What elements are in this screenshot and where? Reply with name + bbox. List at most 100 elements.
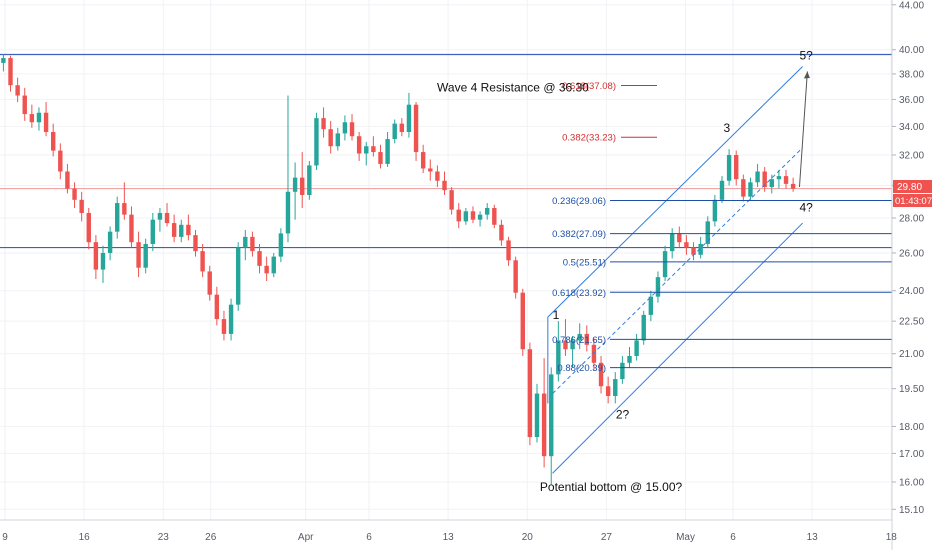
fib-level-label: 0.382(33.23) (562, 133, 616, 144)
drawings (547, 66, 810, 474)
x-tick-label: 20 (522, 532, 534, 543)
wave-annotation: 2? (616, 408, 630, 422)
y-tick-label: 22.50 (899, 317, 924, 328)
fib-levels: 0.618(37.08) 0.382(33.23) 0.236(29.06) 0.38… (552, 81, 892, 374)
candle-body (243, 236, 248, 248)
candle-body (65, 171, 70, 189)
y-tick-label: 19.50 (899, 384, 924, 395)
candle-body (570, 340, 575, 350)
candle-body (207, 271, 212, 295)
x-tick-label: 6 (730, 532, 736, 543)
candle-body (399, 123, 405, 132)
candle-body (634, 340, 639, 356)
wave-annotation: Wave 4 Resistance @ 36.30 (437, 81, 589, 95)
wave-annotation: 1 (553, 308, 560, 322)
candle-body (428, 168, 433, 172)
candle-body (684, 242, 689, 248)
candle-body (271, 256, 276, 274)
candle-body (477, 214, 483, 220)
candle-body (549, 374, 554, 457)
candle-body (392, 123, 397, 140)
candle-body (8, 58, 13, 86)
candle-body (43, 112, 49, 132)
candle-body (300, 177, 305, 195)
candle-body (705, 221, 710, 244)
candle-body (36, 112, 42, 123)
candle-body (86, 212, 91, 243)
channel-line[interactable] (547, 66, 803, 318)
time-axis[interactable]: 9 16 23 26 Apr 6 13 20 27 May 6 13 18 (2, 532, 897, 543)
wave-annotation: Potential bottom @ 15.00? (540, 480, 683, 494)
candle-body (15, 85, 20, 96)
x-tick-label: 16 (79, 532, 91, 543)
y-tick-label: 32.00 (899, 151, 924, 162)
candle-body (129, 214, 134, 243)
candle-body (598, 362, 604, 387)
candle-body (228, 304, 234, 334)
candle-body (691, 247, 696, 255)
x-tick-label: 23 (158, 532, 170, 543)
candle-body (492, 207, 497, 225)
candle-body (164, 212, 170, 224)
fib-level-label: 0.618(23.92) (552, 288, 606, 299)
candle-body (783, 176, 789, 184)
y-tick-label: 16.00 (899, 478, 924, 489)
candle-body (179, 224, 184, 237)
candle-body (342, 122, 348, 134)
projection-arrowhead (803, 71, 810, 79)
projection-arrow-line[interactable] (798, 71, 808, 188)
price-tags: 29.80 01:43:07 (893, 180, 932, 207)
y-tick-label: 18.00 (899, 422, 924, 433)
candle-body (264, 265, 269, 274)
annotations: Wave 4 Resistance @ 36.30 Potential botto… (437, 48, 813, 494)
wave-annotation: 4? (799, 200, 813, 214)
candle-body (29, 114, 35, 123)
candle-body (186, 224, 191, 236)
candle-body (712, 199, 718, 222)
candle-body (677, 233, 682, 243)
grid (0, 0, 892, 520)
candle-body (762, 171, 767, 188)
candle-body (314, 118, 319, 166)
channel-line[interactable] (552, 222, 803, 474)
fib-level-label: 0.618(37.08) (562, 81, 616, 92)
candle-body (442, 180, 447, 191)
x-tick-label: 27 (601, 532, 613, 543)
candle-body (107, 231, 113, 253)
x-tick-label: 18 (886, 532, 898, 543)
candle-body (93, 242, 99, 270)
candle-body (292, 177, 298, 192)
candle-body (662, 251, 668, 278)
candle-body (641, 314, 646, 341)
last-price-tag (893, 180, 932, 193)
price-axis[interactable]: 44.0040.0038.0036.0034.0032.0030.0028.00… (892, 0, 924, 516)
x-tick-label: 13 (807, 532, 819, 543)
candle-body (513, 260, 518, 293)
y-tick-label: 40.00 (899, 45, 924, 56)
candle-body (356, 136, 362, 154)
candle-body (456, 209, 461, 222)
candle-body (776, 176, 782, 180)
candle-body (307, 165, 312, 195)
candle-body (385, 139, 390, 164)
candle-body (734, 155, 739, 180)
candle-body (755, 171, 760, 183)
candle-body (171, 223, 177, 237)
y-tick-label: 15.10 (899, 505, 924, 516)
candle-body (520, 292, 525, 350)
candle-body (371, 146, 376, 153)
candle-body (556, 340, 561, 375)
candle-body (136, 242, 141, 268)
wave-annotation: 5? (799, 48, 813, 62)
channel-median-line[interactable] (552, 147, 803, 394)
fib-level-label: 0.236(29.06) (552, 196, 606, 207)
x-tick-label: May (676, 532, 695, 543)
candle-body (200, 251, 205, 272)
candle-body (22, 95, 27, 115)
candle-body (378, 152, 383, 164)
candle-body (698, 243, 703, 255)
candlestick-series (1, 54, 796, 485)
candle-body (221, 319, 227, 334)
candle-body (328, 129, 333, 147)
